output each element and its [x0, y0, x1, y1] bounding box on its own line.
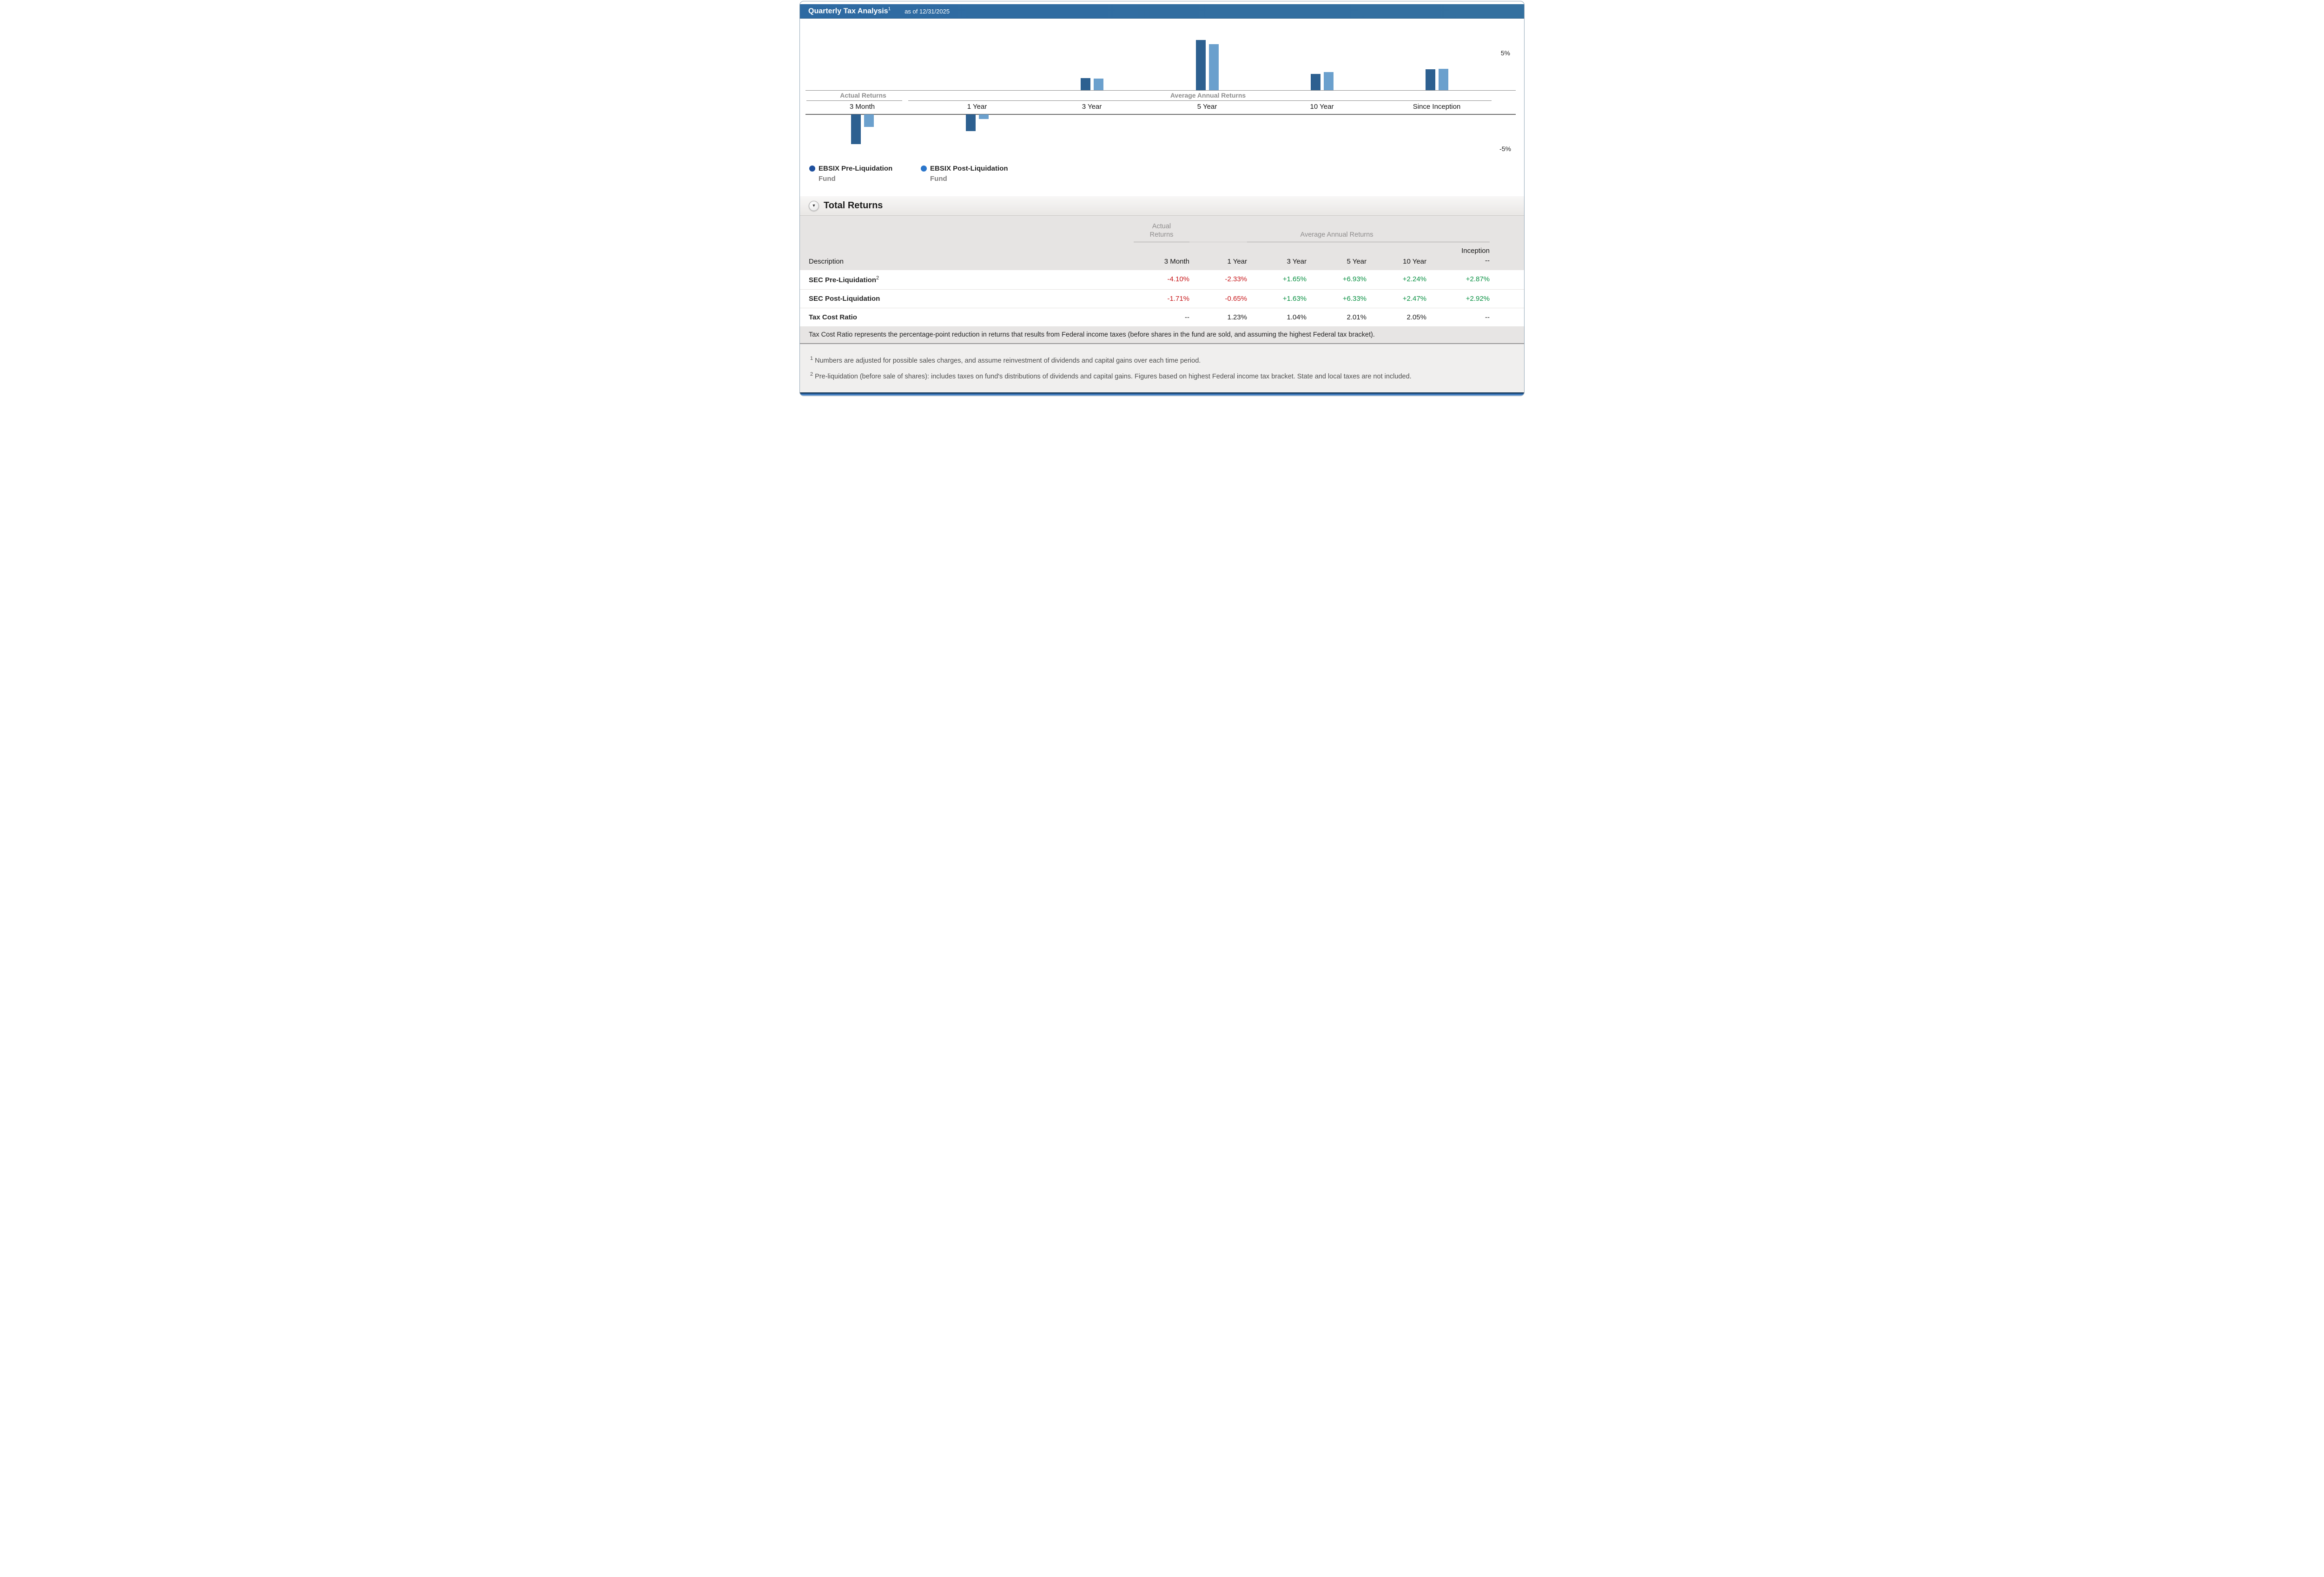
footnote: 1 Numbers are adjusted for possible sales…: [810, 356, 1201, 365]
inception-date-placeholder: --: [1485, 257, 1490, 265]
table-cell-value: -2.33%: [1225, 275, 1247, 284]
table-cell-value: +2.92%: [1466, 295, 1490, 303]
column-header-period: 1 Year: [1227, 258, 1247, 266]
row-description: SEC Post-Liquidation: [809, 295, 880, 303]
chart-group-underline-average: [908, 100, 1492, 101]
chart-group-underline-actual: [806, 100, 902, 101]
column-header-inception: Inception --: [1426, 242, 1490, 270]
bottom-accent-bar: [800, 392, 1524, 396]
row-description: Tax Cost Ratio: [809, 313, 857, 322]
legend-label-secondary: Fund: [930, 174, 947, 183]
table-cell-value: 2.05%: [1406, 313, 1426, 322]
table-body: SEC Pre-Liquidation2 -4.10% -2.33% +1.65% +6…: [800, 270, 1524, 327]
legend-item: EBSIX Post-Liquidation Fund: [921, 164, 1032, 196]
table-column-header-row: Description 3 Month 1 Year 3 Year 5 Year 10 …: [800, 242, 1524, 270]
footnote-separator: [800, 343, 1524, 345]
table-row: Tax Cost Ratio -- 1.23% 1.04% 2.01% 2.05% --: [800, 308, 1524, 327]
table-cell-value: +6.93%: [1342, 275, 1367, 284]
legend-label-secondary: Fund: [819, 174, 836, 183]
footnote-marker: 1: [810, 356, 813, 362]
chart-positive-baseline: [805, 90, 1516, 91]
title-footnote-marker: 1: [888, 7, 891, 12]
section-title: Total Returns: [824, 200, 883, 211]
chart-category-label: 10 Year: [1310, 103, 1334, 111]
table-cell-value: +2.87%: [1466, 275, 1490, 284]
table-cell-value: +6.33%: [1342, 295, 1367, 303]
group-header-1-year-spacer: [1189, 216, 1247, 243]
group-header-actual-returns: Actual Returns: [1134, 216, 1189, 243]
chart-bar: [1311, 74, 1320, 90]
footnotes: 1 Numbers are adjusted for possible sales…: [800, 344, 1524, 396]
chart-bar: [1209, 44, 1219, 90]
tax-cost-ratio-note: Tax Cost Ratio represents the percentage…: [800, 327, 1524, 344]
table-cell-value: +2.47%: [1402, 295, 1426, 303]
chart-bar: [1439, 69, 1448, 90]
table-cell-value: 1.23%: [1227, 313, 1247, 322]
legend-item: EBSIX Pre-Liquidation Fund: [809, 164, 921, 196]
footnote-marker: 2: [810, 371, 813, 377]
table-cell-value: +2.24%: [1402, 275, 1426, 284]
table-cell-value: --: [1185, 313, 1189, 322]
chart-bar: [1196, 40, 1206, 90]
table-cell-value: +1.65%: [1282, 275, 1307, 284]
y-axis-max-label: 5%: [1500, 49, 1510, 57]
column-header-period: 10 Year: [1403, 258, 1426, 266]
group-header-average-label: Average Annual Returns: [1300, 231, 1373, 239]
chart-bar: [864, 114, 874, 127]
table-group-header-row: Actual Returns Average Annual Returns: [800, 216, 1524, 243]
table-cell-value: --: [1485, 313, 1490, 322]
table-header: Actual Returns Average Annual Returns De…: [800, 216, 1524, 271]
chart-bar: [1094, 78, 1103, 90]
chart-bar: [1081, 78, 1090, 90]
chart-bar: [1426, 69, 1435, 90]
chart-group-label-average: Average Annual Returns: [1170, 92, 1246, 99]
chart-zero-line: [805, 114, 1516, 115]
table-cell-value: 1.04%: [1287, 313, 1307, 322]
inception-label: Inception: [1461, 247, 1490, 255]
chart-bar: [979, 114, 989, 119]
chevron-down-icon: ▼: [812, 203, 816, 208]
chart-group-label-actual: Actual Returns: [840, 92, 886, 99]
chart-category-label: 5 Year: [1197, 103, 1217, 111]
returns-chart: Actual Returns Average Annual Returns 5%…: [800, 19, 1524, 160]
table-cell-value: -0.65%: [1225, 295, 1247, 303]
legend-dot-icon: [921, 166, 927, 172]
chart-category-label: 3 Month: [849, 103, 875, 111]
footnote: 2 Pre-liquidation (before sale of shares)…: [810, 371, 1412, 380]
row-footnote-marker: 2: [876, 275, 879, 281]
table-row: SEC Pre-Liquidation2 -4.10% -2.33% +1.65% +6…: [800, 270, 1524, 290]
as-of-date: as of 12/31/2025: [905, 7, 950, 15]
column-header-description: Description: [809, 258, 844, 266]
page-title: Quarterly Tax Analysis1: [808, 7, 891, 15]
legend-label: EBSIX Post-Liquidation: [930, 165, 1008, 172]
column-header-period: 3 Year: [1287, 258, 1307, 266]
total-returns-header[interactable]: ▼ Total Returns: [800, 196, 1524, 216]
chart-bar: [1324, 72, 1334, 90]
legend-dot-icon: [809, 166, 815, 172]
chart-category-label: 3 Year: [1082, 103, 1102, 111]
quarterly-tax-analysis-panel: Quarterly Tax Analysis1 as of 12/31/2025…: [799, 1, 1525, 396]
chart-bar: [851, 114, 861, 144]
table-cell-value: -4.10%: [1167, 275, 1189, 284]
legend-label: EBSIX Pre-Liquidation: [819, 165, 893, 172]
table-cell-value: 2.01%: [1347, 313, 1367, 322]
title-bar: Quarterly Tax Analysis1 as of 12/31/2025: [800, 4, 1524, 19]
chart-category-label: Since Inception: [1413, 103, 1461, 111]
y-axis-min-label: -5%: [1499, 145, 1511, 152]
collapse-toggle-button[interactable]: ▼: [809, 200, 819, 211]
table-cell-value: +1.63%: [1282, 295, 1307, 303]
column-header-period: 5 Year: [1347, 258, 1367, 266]
group-header-spacer: [809, 216, 1134, 242]
row-description: SEC Pre-Liquidation2: [809, 275, 879, 285]
column-header-period: 3 Month: [1164, 258, 1189, 266]
chart-legend: EBSIX Pre-Liquidation Fund EBSIX Post-Liqu…: [800, 160, 1524, 196]
group-header-average-annual-returns: Average Annual Returns: [1247, 216, 1490, 243]
table-row: SEC Post-Liquidation -1.71% -0.65% +1.63% +6…: [800, 290, 1524, 309]
chart-bar: [966, 114, 976, 132]
chart-category-label: 1 Year: [967, 103, 987, 111]
table-cell-value: -1.71%: [1167, 295, 1189, 303]
group-header-actual-label: Actual Returns: [1149, 223, 1174, 239]
